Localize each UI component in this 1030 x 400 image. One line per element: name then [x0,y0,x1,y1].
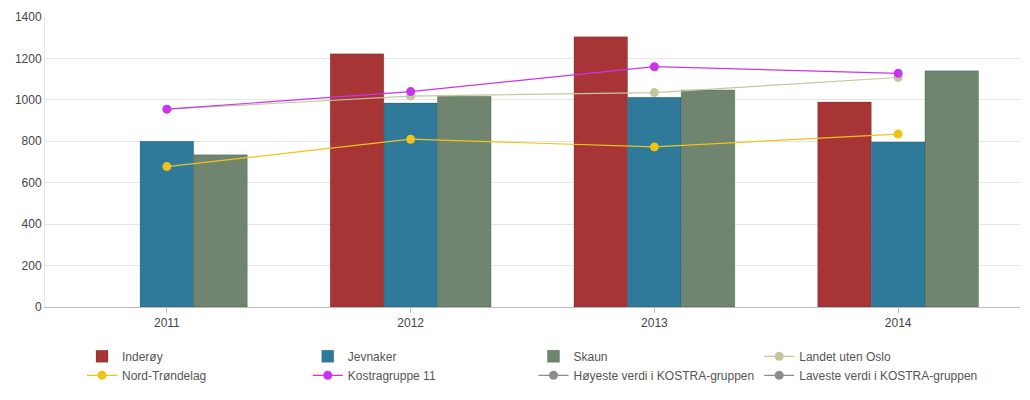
svg-text:Landet uten Oslo: Landet uten Oslo [799,350,891,364]
svg-text:1200: 1200 [15,52,42,66]
svg-text:1400: 1400 [15,10,42,24]
svg-text:Nord-Trøndelag: Nord-Trøndelag [122,369,206,383]
svg-text:Skaun: Skaun [573,350,607,364]
svg-text:200: 200 [22,259,42,273]
svg-text:Høyeste verdi i KOSTRA-gruppen: Høyeste verdi i KOSTRA-gruppen [573,369,754,383]
svg-text:Inderøy: Inderøy [122,350,163,364]
svg-text:Laveste verdi i KOSTRA-gruppen: Laveste verdi i KOSTRA-gruppen [799,369,977,383]
svg-text:2012: 2012 [397,316,424,330]
svg-text:2011: 2011 [154,316,180,330]
svg-text:0: 0 [35,300,42,314]
svg-text:800: 800 [22,134,42,148]
svg-text:1000: 1000 [15,93,42,107]
svg-text:2014: 2014 [885,316,912,330]
svg-text:600: 600 [22,176,42,190]
svg-text:Jevnaker: Jevnaker [348,350,397,364]
svg-text:400: 400 [22,217,42,231]
svg-text:Kostragruppe 11: Kostragruppe 11 [348,369,436,383]
svg-text:2013: 2013 [641,316,668,330]
